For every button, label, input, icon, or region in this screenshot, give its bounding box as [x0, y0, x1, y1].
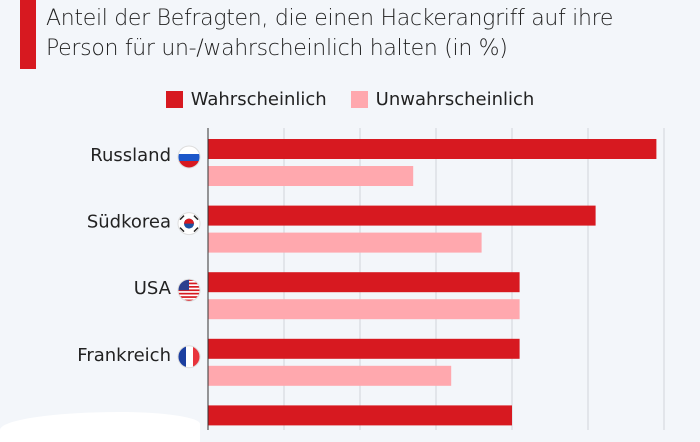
- bar-chart: Russland Südkorea USA Frankreich: [77, 128, 665, 430]
- legend-swatch: [350, 91, 368, 108]
- chart-title: Anteil der Befragten, die einen Hackeran…: [46, 6, 614, 61]
- legend-item-wahrscheinlich: Wahrscheinlich: [165, 89, 327, 110]
- flag-usa-icon: [177, 278, 201, 302]
- bar-wahrscheinlich: [208, 338, 520, 359]
- flag-south-korea-icon: [177, 212, 201, 236]
- legend-swatch: [165, 91, 183, 108]
- bar-wahrscheinlich: [208, 405, 512, 426]
- bar-wahrscheinlich: [208, 139, 657, 159]
- bar-unwahrscheinlich: [208, 232, 482, 253]
- category-label: Russland: [90, 145, 171, 166]
- category-label: USA: [134, 278, 172, 299]
- bar-unwahrscheinlich: [208, 299, 520, 320]
- category-label: Frankreich: [77, 345, 171, 366]
- flag-france-icon: [177, 345, 201, 369]
- bar-unwahrscheinlich: [208, 166, 414, 186]
- bar-wahrscheinlich: [208, 205, 596, 226]
- bar-wahrscheinlich: [208, 272, 520, 293]
- title-accent-bar: [20, 0, 36, 69]
- category-label: Südkorea: [87, 212, 171, 233]
- flag-russia-icon: [177, 145, 201, 169]
- legend: Wahrscheinlich Unwahrscheinlich: [0, 89, 700, 110]
- legend-label: Wahrscheinlich: [190, 89, 327, 110]
- legend-item-unwahrscheinlich: Unwahrscheinlich: [350, 89, 535, 110]
- bar-unwahrscheinlich: [208, 365, 452, 386]
- legend-label: Unwahrscheinlich: [375, 89, 535, 110]
